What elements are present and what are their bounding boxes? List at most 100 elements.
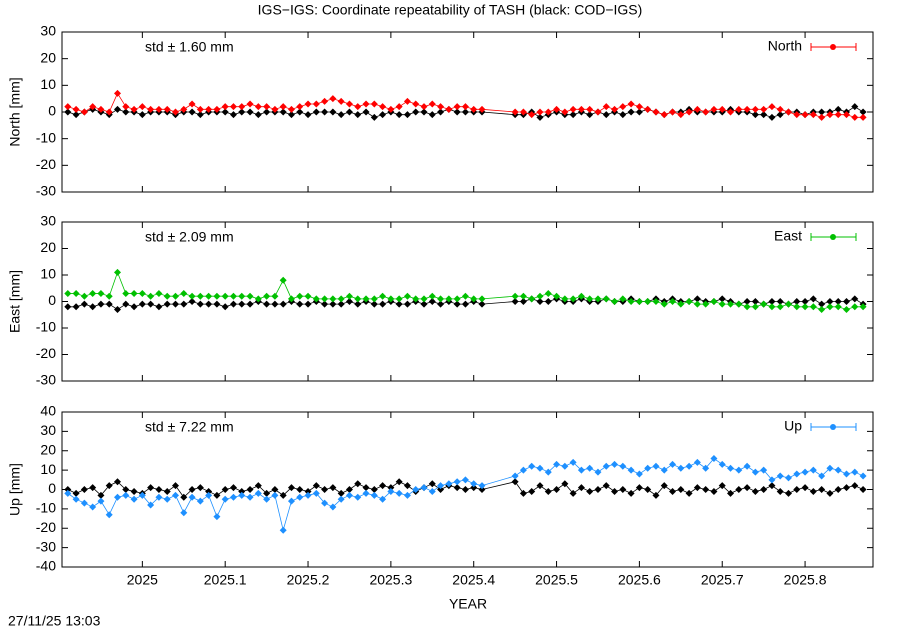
data-point [536,108,544,116]
data-point [776,487,784,495]
data-point [163,300,171,308]
data-point [254,103,262,111]
data-point [544,298,552,305]
data-point [254,489,262,497]
data-point [511,478,519,486]
data-point [751,487,759,495]
data-point [627,489,635,497]
data-point [519,466,527,474]
y-tick-label: -10 [36,500,56,516]
data-point [171,108,179,116]
data-point [702,464,710,472]
data-point [138,103,146,111]
data-point [470,484,478,492]
data-point [155,290,163,298]
data-point [114,105,122,113]
data-point [768,476,776,484]
data-point [188,100,196,108]
data-point [834,105,842,113]
data-point [205,491,213,499]
data-point [138,290,146,298]
data-point [859,303,867,311]
series-line [67,92,864,118]
data-point [420,103,428,111]
data-point [718,460,726,468]
data-point [196,105,204,113]
data-point [768,103,776,111]
data-point [702,300,710,308]
data-point [221,292,229,300]
data-point [254,111,262,119]
data-point [64,103,72,111]
timestamp: 27/11/25 13:03 [8,613,101,629]
data-point [213,300,221,308]
data-point [72,290,80,298]
data-point [611,105,619,113]
data-point [743,462,751,470]
data-point [685,108,693,116]
data-point [859,108,867,116]
data-point [312,482,320,490]
y-tick-label: -10 [36,129,56,145]
data-point [114,268,122,276]
data-point [80,292,88,300]
data-point [213,513,221,521]
series [64,455,867,534]
y-tick-label: 40 [40,403,56,419]
data-point [370,100,378,108]
data-point [776,111,784,119]
data-point [287,497,295,505]
data-point [304,111,312,119]
data-point [97,497,105,505]
data-point [743,484,751,492]
data-point [114,478,122,486]
data-point [652,491,660,499]
data-point [97,105,105,113]
data-point [188,486,196,493]
data-point [801,303,809,311]
data-point [569,105,577,113]
data-point [826,111,834,119]
data-point [163,292,171,300]
data-point [180,290,188,298]
data-point [577,466,585,474]
data-point [577,105,585,113]
y-tick-label: -30 [36,183,56,199]
data-point [238,108,246,116]
data-point [768,482,776,490]
series [64,89,867,121]
data-point [147,501,155,509]
data-point [89,484,97,492]
data-point [461,300,469,308]
data-point [180,105,188,113]
data-point [229,292,237,300]
data-point [354,480,362,488]
data-point [586,111,594,119]
data-point [760,111,768,119]
data-point [321,97,329,105]
data-point [105,300,113,308]
data-point [818,472,826,480]
data-point [345,298,353,305]
data-point [180,300,188,308]
data-point [329,95,337,103]
data-point [470,105,478,113]
data-point [72,105,80,113]
series [64,268,867,313]
data-point [180,509,188,517]
data-point [602,462,610,470]
data-point [321,499,329,507]
data-point [279,108,287,116]
annotation: std ± 2.09 mm [145,229,234,245]
data-point [329,300,337,308]
y-tick-label: -10 [36,319,56,335]
data-point [619,103,627,111]
data-point [627,298,635,305]
data-point [420,295,428,303]
data-point [155,493,163,501]
data-point [370,486,378,493]
data-point [196,292,204,300]
data-point [644,486,652,493]
data-point [453,295,461,303]
data-point [246,300,254,308]
